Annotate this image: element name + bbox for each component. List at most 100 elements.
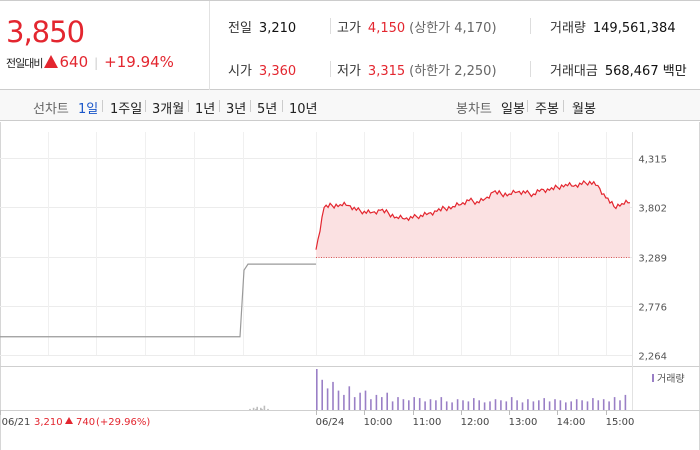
volume-bar: [624, 394, 627, 410]
period-5y-tab[interactable]: 5년: [257, 102, 278, 117]
divider: [250, 100, 251, 112]
volume-bar: [381, 397, 383, 410]
volume-bar: [473, 398, 475, 410]
candle-chart-label: 봉차트: [456, 102, 492, 117]
stat-value: 3,315: [367, 64, 406, 79]
volume-bar: [386, 392, 388, 410]
volume-bar: [619, 400, 621, 410]
volume-bar: [326, 388, 329, 410]
volume-bar: [602, 399, 605, 410]
period-1d-tab[interactable]: 1일: [78, 102, 99, 117]
y-tick-label: 3,289: [638, 254, 667, 265]
volume-bar: [592, 398, 594, 410]
volume-bar: [391, 401, 394, 410]
volume-bar: [408, 400, 410, 410]
volume-bar: [467, 401, 470, 410]
prev-day-up-icon: [65, 417, 73, 424]
chart-labels: 4,315 3,802 3,289 2,776 2,264 06/21 06/24 10:00…: [2, 155, 685, 429]
candle-weekly-tab[interactable]: 주봉: [535, 102, 559, 117]
y-tick-label: 4,315: [638, 155, 667, 166]
stat-sub: (하한가 2,250): [409, 64, 497, 79]
volume-bar: [586, 401, 589, 410]
volume-bar: [483, 402, 486, 410]
stat-label: 저가: [337, 64, 361, 79]
volume-legend-swatch: [652, 374, 654, 382]
period-1w-tab[interactable]: 1주일: [110, 102, 143, 117]
stat-low: 저가 3,315 (하한가 2,250): [337, 60, 497, 79]
candle-daily-tab[interactable]: 일봉: [501, 102, 525, 117]
y-tick-label: 2,264: [638, 352, 667, 363]
current-price-box: 3,850 전일대비 640 | +19.94%: [0, 1, 210, 90]
divider: [102, 100, 103, 112]
volume-bar: [397, 397, 399, 410]
prev-day-line: [0, 263, 316, 338]
divider: [145, 100, 146, 112]
volume-bar: [348, 386, 351, 410]
volume-bar: [429, 399, 432, 410]
volume-bar: [316, 369, 318, 410]
divider: [188, 100, 189, 112]
volume-bar: [489, 401, 491, 410]
stat-label: 시가: [228, 64, 252, 79]
volume-bar: [532, 401, 535, 410]
price-line: [315, 180, 631, 250]
y-tick-label: 3,802: [638, 204, 667, 215]
price-area-fill: [316, 181, 630, 258]
stat-label: 거래대금: [550, 64, 598, 79]
volume-bar: [575, 399, 578, 410]
divider: [330, 61, 331, 77]
y-tick-label: 2,776: [638, 303, 667, 314]
volume-bar: [597, 400, 600, 410]
period-10y-tab[interactable]: 10년: [289, 102, 318, 117]
change-percent: +19.94%: [104, 53, 174, 71]
period-1y-tab[interactable]: 1년: [195, 102, 216, 117]
stat-label: 전일: [228, 21, 252, 36]
stat-label: 고가: [337, 21, 361, 36]
change-separator: |: [94, 56, 99, 70]
stat-trade-value: 거래대금 568,467 백만: [550, 60, 687, 79]
period-3y-tab[interactable]: 3년: [226, 102, 247, 117]
volume-bar: [521, 402, 524, 410]
volume-bar: [261, 408, 263, 410]
current-price: 3,850: [6, 15, 85, 49]
prev-day-close: 3,210: [34, 417, 63, 428]
line-chart-label: 선차트: [33, 102, 69, 117]
chart-fills: [316, 181, 630, 258]
divider: [530, 61, 531, 77]
stat-value: 149,561,384: [592, 21, 676, 36]
volume-bar: [418, 398, 421, 410]
volume-bar: [337, 390, 340, 410]
volume-bar: [581, 400, 583, 410]
stat-value: 4,150: [367, 21, 406, 36]
divider: [282, 100, 283, 112]
stat-value: 568,467 백만: [604, 64, 687, 79]
volume-bar: [440, 397, 443, 410]
volume-bar: [375, 394, 378, 410]
x-tick-label: 15:00: [606, 417, 635, 428]
volume-bar: [424, 401, 426, 410]
volume-bar: [267, 408, 269, 410]
volume-bar: [256, 406, 258, 410]
volume-legend-label: 거래량: [657, 373, 685, 385]
change-label: 전일대비: [6, 57, 43, 70]
chart-lines: [0, 180, 631, 338]
volume-bar: [260, 407, 262, 410]
price-chart[interactable]: 4,315 3,802 3,289 2,776 2,264 06/21 06/24 10:00…: [0, 122, 700, 450]
stat-value: 3,210: [258, 21, 297, 36]
volume-bar: [456, 399, 459, 410]
volume-bar: [565, 402, 567, 410]
x-tick-label: 10:00: [364, 417, 393, 428]
volume-bar: [435, 400, 437, 410]
x-tick-label: 11:00: [413, 417, 442, 428]
volume-bar: [413, 397, 415, 410]
period-3m-tab[interactable]: 3개월: [152, 102, 185, 117]
candle-monthly-tab[interactable]: 월봉: [572, 102, 596, 117]
volume-bar: [255, 408, 257, 410]
divider: [219, 100, 220, 112]
stat-high: 고가 4,150 (상한가 4,170): [337, 17, 497, 36]
change-amount: 640: [59, 53, 89, 71]
x-tick-label: 13:00: [509, 417, 538, 428]
volume-bar: [548, 401, 551, 410]
stat-sub: (상한가 4,170): [409, 21, 497, 36]
